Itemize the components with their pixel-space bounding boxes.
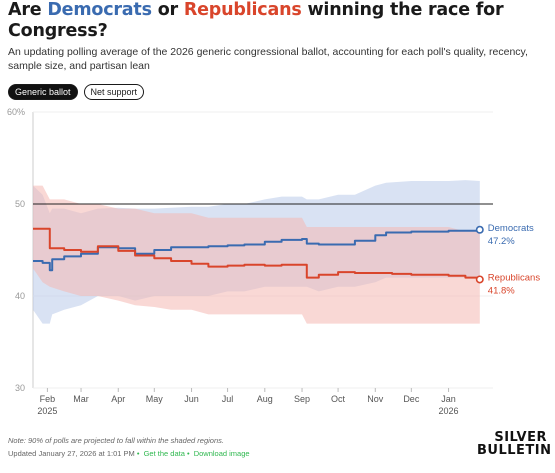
title-prefix: Are — [8, 0, 48, 20]
logo-line-2: BULLETIN — [477, 443, 552, 458]
download-image-link[interactable]: Download image — [193, 449, 250, 458]
silver-bulletin-logo: SILVER BULLETIN — [477, 430, 552, 458]
democrats-legend-label: Democrats — [488, 223, 534, 234]
updated-line: Updated January 27, 2026 at 1:01 PM • Ge… — [8, 449, 250, 458]
x-tick-label: Aug — [257, 394, 273, 404]
x-tick-label: Mar — [73, 394, 89, 404]
separator-dot: • — [186, 449, 190, 458]
democrats-end-point — [475, 225, 484, 234]
x-tick-label: Jan — [441, 394, 456, 404]
republicans-uncertainty-band — [33, 185, 480, 324]
x-tick-year-label: 2025 — [37, 406, 57, 416]
x-tick-label: Sep — [294, 394, 310, 404]
title-suffix: winning the race for Congress? — [8, 0, 504, 41]
x-tick-label: Feb — [40, 394, 56, 404]
subtitle: An updating polling average of the 2026 … — [8, 46, 528, 72]
separator-dot: • — [136, 449, 140, 458]
generic-ballot-toggle[interactable]: Generic ballot — [8, 84, 78, 100]
logo-line-1: SILVER — [494, 430, 547, 445]
title-democrats: Democrats — [47, 0, 152, 20]
republicans-value-label: 41.8% — [488, 285, 515, 296]
get-data-link[interactable]: Get the data — [143, 449, 185, 458]
x-tick-label: Jul — [222, 394, 234, 404]
x-tick-label: Nov — [367, 394, 384, 404]
updated-timestamp: Updated January 27, 2026 at 1:01 PM — [8, 449, 135, 458]
view-toggle-group: Generic ballot Net support — [8, 84, 145, 100]
republicans-end-point — [475, 275, 484, 284]
page-title: Are Democrats or Republicans winning the… — [8, 0, 548, 42]
net-support-toggle[interactable]: Net support — [83, 84, 145, 100]
y-tick-label: 30 — [15, 383, 25, 393]
republicans-line — [33, 227, 481, 280]
y-tick-label: 50 — [15, 199, 25, 209]
x-tick-label: Apr — [111, 394, 125, 404]
footnote: Note: 90% of polls are projected to fall… — [8, 436, 224, 445]
republicans-legend-label: Republicans — [488, 272, 541, 283]
y-tick-label: 40 — [15, 291, 25, 301]
x-tick-label: May — [146, 394, 164, 404]
y-tick-label: 60% — [7, 107, 25, 117]
x-tick-year-label: 2026 — [439, 406, 459, 416]
x-tick-label: Jun — [184, 394, 199, 404]
x-tick-label: Dec — [403, 394, 420, 404]
democrats-value-label: 47.2% — [488, 236, 515, 247]
title-middle: or — [151, 0, 184, 20]
title-republicans: Republicans — [183, 0, 302, 20]
democrats-line — [33, 229, 481, 272]
x-tick-label: Oct — [331, 394, 346, 404]
